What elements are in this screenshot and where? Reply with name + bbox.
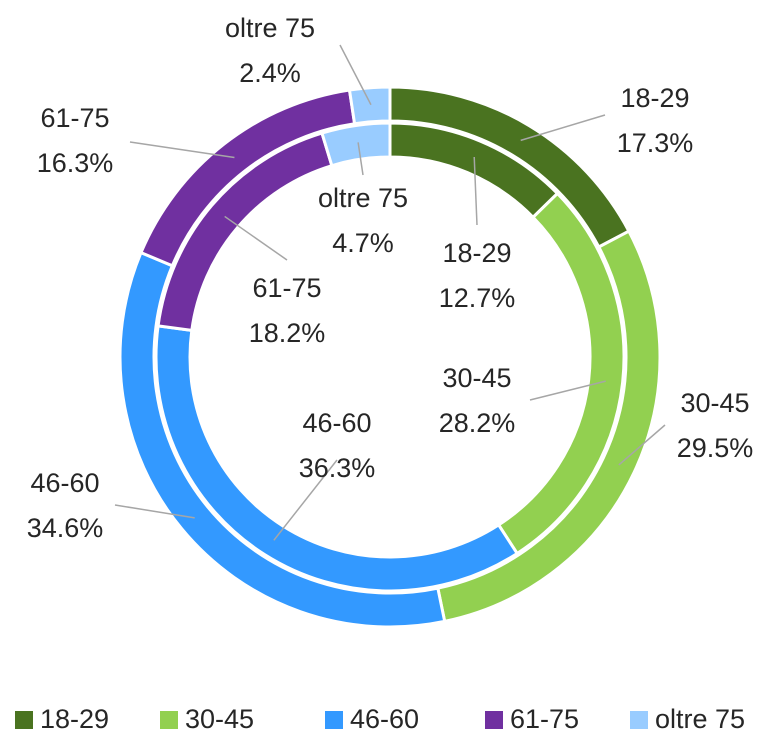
legend-label: oltre 75 bbox=[655, 704, 745, 734]
leader-line bbox=[273, 459, 338, 541]
leader-line bbox=[618, 424, 666, 466]
data-label-name: 18-29 bbox=[620, 83, 689, 113]
data-label: 28.2% bbox=[439, 408, 516, 438]
legend-label: 61-75 bbox=[510, 704, 579, 734]
leader-line bbox=[357, 142, 364, 176]
data-label-name: oltre 75 bbox=[318, 183, 408, 213]
legend-label: 30-45 bbox=[185, 704, 254, 734]
donut-slice bbox=[320, 121, 392, 168]
data-label-name: 46-60 bbox=[30, 468, 99, 498]
legend-swatch bbox=[15, 711, 33, 729]
data-label: 12.7% bbox=[439, 283, 516, 313]
data-label-name: 30-45 bbox=[680, 388, 749, 418]
data-label: 36.3% bbox=[299, 453, 376, 483]
data-label: 29.5% bbox=[677, 433, 754, 463]
legend-label: 18-29 bbox=[40, 704, 109, 734]
leader-line bbox=[129, 141, 235, 159]
data-label-name: oltre 75 bbox=[225, 13, 315, 43]
donut-slice bbox=[347, 85, 392, 126]
legend-swatch bbox=[160, 711, 178, 729]
data-label: 17.3% bbox=[617, 128, 694, 158]
data-label: 2.4% bbox=[239, 58, 301, 88]
data-label-name: 18-29 bbox=[442, 238, 511, 268]
data-label: 4.7% bbox=[332, 228, 394, 258]
leader-line bbox=[339, 44, 372, 106]
data-label: 18.2% bbox=[249, 318, 326, 348]
leader-line bbox=[473, 156, 478, 226]
legend-swatch bbox=[325, 711, 343, 729]
data-label-name: 46-60 bbox=[302, 408, 371, 438]
data-label-name: 61-75 bbox=[252, 273, 321, 303]
legend-swatch bbox=[630, 711, 648, 729]
data-label: 34.6% bbox=[27, 513, 104, 543]
legend-label: 46-60 bbox=[350, 704, 419, 734]
leader-line bbox=[520, 114, 606, 142]
leader-line bbox=[224, 215, 288, 261]
data-label-name: 30-45 bbox=[442, 363, 511, 393]
legend-swatch bbox=[485, 711, 503, 729]
leader-line bbox=[529, 380, 606, 401]
data-label: 16.3% bbox=[37, 148, 114, 178]
data-label-name: 61-75 bbox=[40, 103, 109, 133]
leader-line bbox=[114, 504, 195, 519]
